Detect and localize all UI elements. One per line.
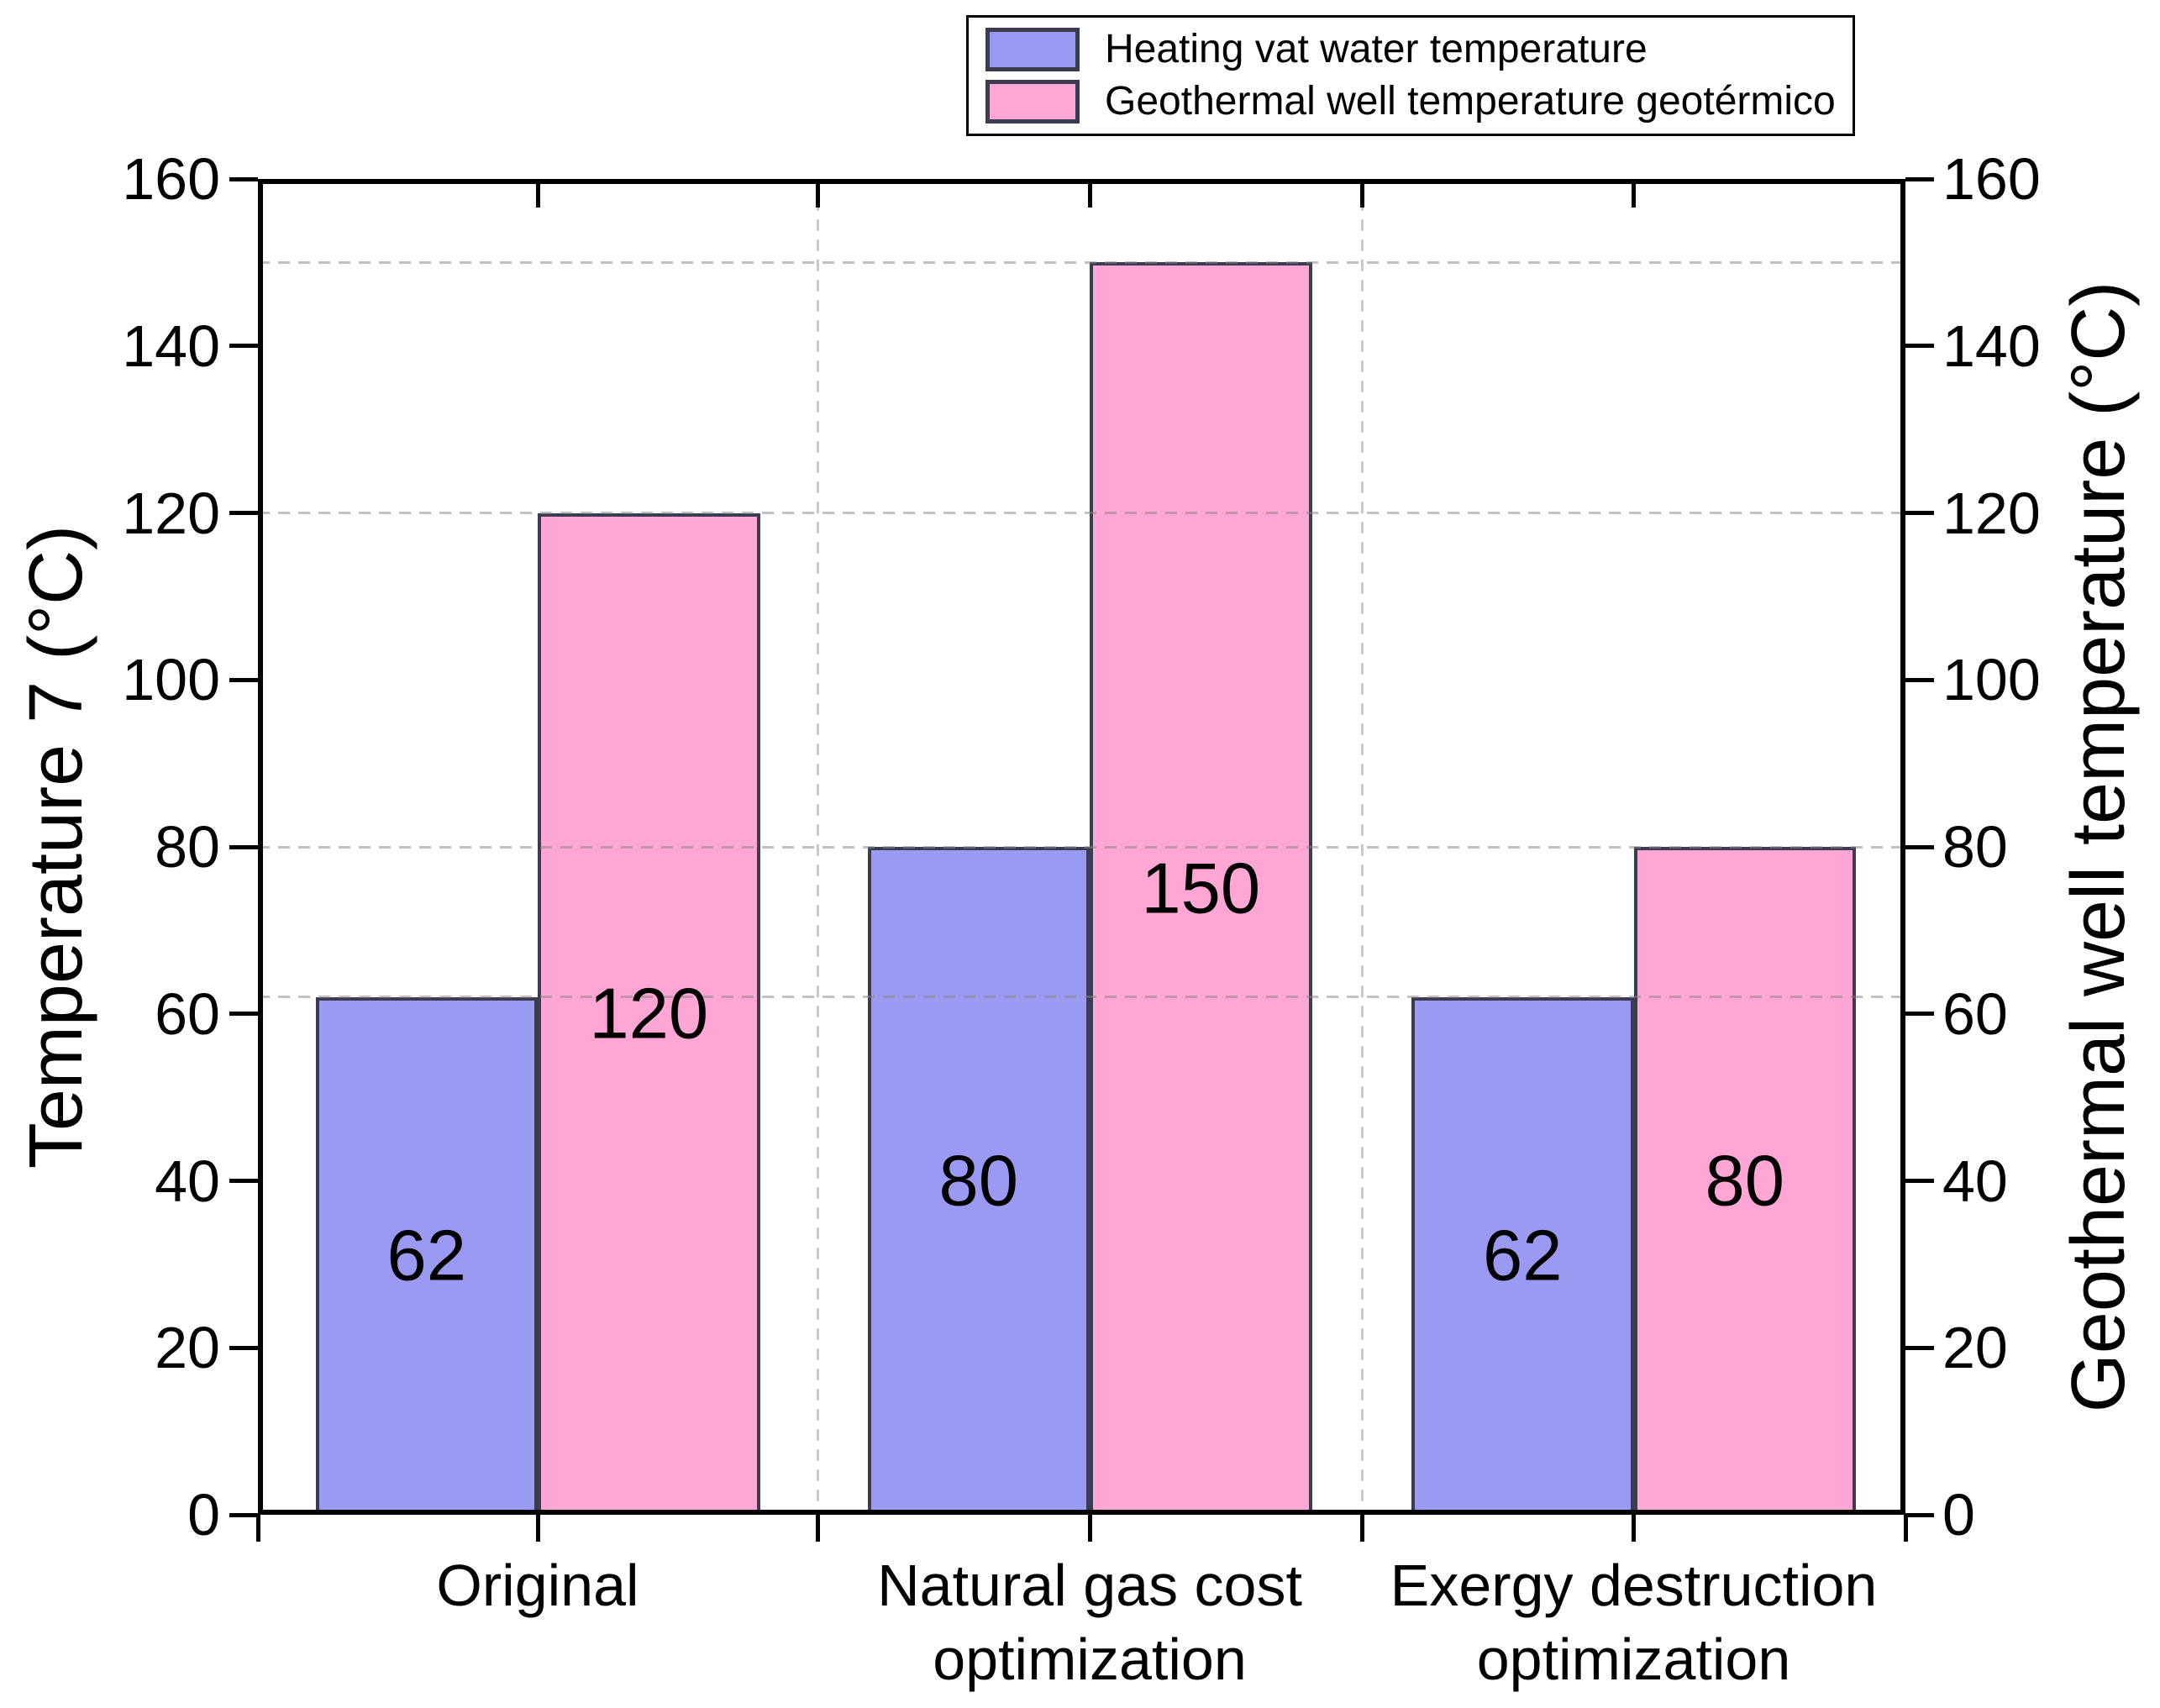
y-tick-label-right-40: 40 <box>1942 1148 2008 1214</box>
y-tick-left-40 <box>229 1179 258 1183</box>
y-tick-label-left-140: 140 <box>122 313 220 379</box>
gridline-horizontal-80 <box>258 845 1905 849</box>
x-tick-bottom-4 <box>535 1515 540 1542</box>
gridline-horizontal-62 <box>258 996 1905 999</box>
y-tick-label-left-120: 120 <box>122 480 220 546</box>
y-tick-left-0 <box>229 1512 258 1517</box>
gridline-horizontal-150 <box>258 260 1905 264</box>
y-tick-right-0 <box>1905 1512 1934 1517</box>
x-tick-bottom-2 <box>1359 1515 1364 1542</box>
y-tick-right-100 <box>1905 677 1934 682</box>
legend-swatch-heating-icon <box>985 28 1080 71</box>
x-tick-bottom-5 <box>1087 1515 1092 1542</box>
y-tick-left-60 <box>229 1012 258 1017</box>
y-tick-label-right-140: 140 <box>1942 313 2041 379</box>
y-tick-label-right-100: 100 <box>1942 647 2041 713</box>
x-tick-bottom-0 <box>255 1515 260 1542</box>
y-tick-left-20 <box>229 1345 258 1350</box>
legend: Heating vat water temperature Geothermal… <box>966 15 1855 136</box>
x-category-label-1: Natural gas cost optimization <box>877 1553 1302 1692</box>
y-tick-left-80 <box>229 844 258 849</box>
y-tick-right-160 <box>1905 176 1934 181</box>
bar-heating-0 <box>315 996 538 1515</box>
y-tick-left-140 <box>229 344 258 349</box>
y-tick-label-right-20: 20 <box>1942 1315 2008 1381</box>
bar-geothermal-2 <box>1633 847 1856 1515</box>
x-tick-top-5 <box>1087 182 1092 208</box>
y-tick-right-40 <box>1905 1179 1934 1183</box>
y-tick-label-right-60: 60 <box>1942 980 2008 1047</box>
y-tick-label-right-120: 120 <box>1942 480 2041 546</box>
gridline-horizontal-120 <box>258 512 1905 514</box>
y-tick-label-left-60: 60 <box>155 980 220 1047</box>
bar-geothermal-1 <box>1090 262 1312 1515</box>
x-tick-bottom-3 <box>1903 1515 1908 1542</box>
y-tick-label-right-160: 160 <box>1942 146 2041 212</box>
bar-value-label-heating-0: 62 <box>386 1216 467 1296</box>
bar-value-label-geothermal-1: 150 <box>1141 849 1261 929</box>
x-tick-top-2 <box>1359 182 1364 208</box>
legend-label-geothermal: Geothermal well temperature geotérmico <box>1105 79 1836 124</box>
y-tick-right-120 <box>1905 511 1934 515</box>
y-tick-right-20 <box>1905 1345 1934 1350</box>
y-tick-label-left-160: 160 <box>122 146 220 212</box>
y-tick-right-80 <box>1905 844 1934 849</box>
y-tick-label-left-0: 0 <box>187 1482 220 1548</box>
bar-value-label-geothermal-0: 120 <box>589 974 709 1054</box>
bar-geothermal-0 <box>538 512 760 1515</box>
y-tick-left-120 <box>229 511 258 515</box>
x-tick-top-6 <box>1632 182 1636 208</box>
bar-heating-2 <box>1411 996 1634 1515</box>
bar-value-label-heating-2: 62 <box>1482 1216 1563 1296</box>
x-category-label-0: Original <box>436 1553 639 1618</box>
bar-value-label-geothermal-2: 80 <box>1705 1141 1785 1221</box>
y-tick-label-left-80: 80 <box>155 814 220 880</box>
bar-value-label-heating-1: 80 <box>938 1141 1019 1221</box>
bar-heating-1 <box>867 847 1090 1515</box>
legend-item-heating: Heating vat water temperature <box>985 28 1836 71</box>
x-category-label-2: Exergy destruction optimization <box>1390 1553 1878 1692</box>
y-tick-left-100 <box>229 677 258 682</box>
legend-item-geothermal: Geothermal well temperature geotérmico <box>985 80 1836 124</box>
x-tick-bottom-1 <box>815 1515 820 1542</box>
y-tick-label-right-0: 0 <box>1942 1482 1975 1548</box>
y-tick-right-60 <box>1905 1012 1934 1017</box>
y-tick-label-left-20: 20 <box>155 1315 220 1381</box>
legend-swatch-geothermal-icon <box>985 80 1080 124</box>
y-tick-label-right-80: 80 <box>1942 814 2008 880</box>
legend-label-heating: Heating vat water temperature <box>1105 27 1648 71</box>
x-tick-top-4 <box>535 182 540 208</box>
y-tick-left-160 <box>229 176 258 181</box>
y-axis-title-left: Temperature 7 (°C) <box>14 524 98 1169</box>
x-tick-bottom-6 <box>1632 1515 1636 1542</box>
x-tick-top-1 <box>815 182 820 208</box>
y-tick-right-140 <box>1905 344 1934 349</box>
y-tick-label-left-40: 40 <box>155 1148 220 1214</box>
y-axis-title-right: Geothermal well temperature (°C) <box>2057 281 2141 1413</box>
y-tick-label-left-100: 100 <box>122 647 220 713</box>
